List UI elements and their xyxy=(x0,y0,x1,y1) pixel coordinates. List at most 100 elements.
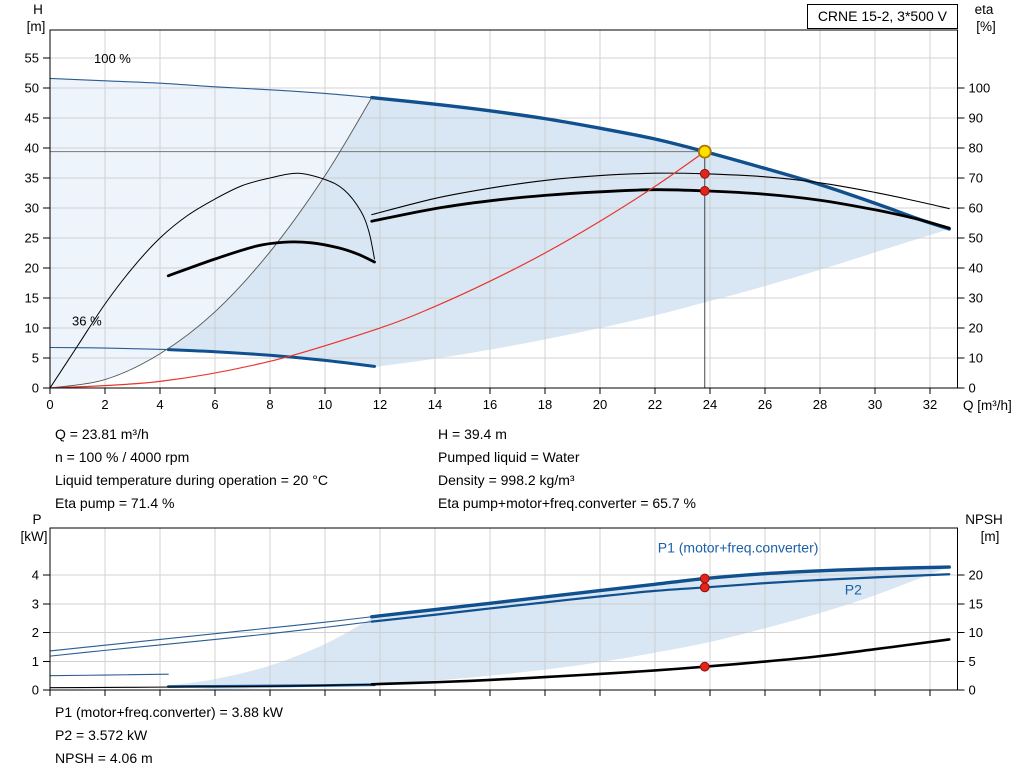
axis-title: P xyxy=(32,512,41,527)
svg-text:20: 20 xyxy=(969,568,983,583)
hq-chart-svg: 0510152025303540455055010203040506070809… xyxy=(25,2,1012,413)
info-density: Density = 998.2 kg/m³ xyxy=(438,472,575,488)
info-pumped-liquid: Pumped liquid = Water xyxy=(438,449,580,465)
svg-text:35: 35 xyxy=(25,171,39,186)
svg-text:15: 15 xyxy=(25,291,39,306)
curve-p1-curve-extension xyxy=(49,616,373,652)
svg-text:6: 6 xyxy=(211,397,218,412)
svg-text:45: 45 xyxy=(25,111,39,126)
axes xyxy=(43,527,965,696)
curve-min-flow-boundary xyxy=(49,97,373,389)
hq-chart: 0 5 10 15 20 25 30 35 40 45 50 55 0 10 20 30 40 50 60 70 80 9… xyxy=(25,2,1012,413)
svg-text:10: 10 xyxy=(318,397,332,412)
pump-model-label: CRNE 15-2, 3*500 V xyxy=(806,4,958,29)
svg-text:26: 26 xyxy=(758,397,772,412)
duty-info-right-column: H = 39.4 m Pumped liquid = Water Density… xyxy=(438,426,696,518)
info-p2: P2 = 3.572 kW xyxy=(55,727,148,743)
svg-text:50: 50 xyxy=(969,231,983,246)
svg-text:100: 100 xyxy=(969,81,991,96)
tick-labels: 0510152025303540455055010203040506070809… xyxy=(25,2,1012,413)
tick-labels: 0 1 2 3 4 0 5 10 15 20 P [kW] NPSH [m] xyxy=(21,512,1003,698)
svg-text:20: 20 xyxy=(25,261,39,276)
power-npsh-chart-svg: 0 1 2 3 4 0 5 10 15 20 P [kW] NPSH [m] P1 (motor+freq.… xyxy=(21,512,1003,698)
svg-text:30: 30 xyxy=(25,201,39,216)
svg-text:15: 15 xyxy=(969,596,983,611)
svg-text:24: 24 xyxy=(703,397,717,412)
axes xyxy=(43,29,965,394)
info-speed: n = 100 % / 4000 rpm xyxy=(55,449,190,465)
svg-text:14: 14 xyxy=(428,397,442,412)
svg-text:30: 30 xyxy=(969,291,983,306)
svg-text:5: 5 xyxy=(32,351,39,366)
axis-title: [%] xyxy=(976,19,996,34)
svg-text:12: 12 xyxy=(373,397,387,412)
curve-eta-total-curve xyxy=(370,188,951,230)
curve-npsh-curve-extension xyxy=(49,683,373,689)
curve-p2-curve xyxy=(370,573,951,623)
curve-pump-curve-100 xyxy=(370,95,951,231)
curve-p1-curve xyxy=(370,565,951,619)
info-eta-pump: Eta pump = 71.4 % xyxy=(55,495,175,511)
curve-eta-pump-curve xyxy=(371,172,950,216)
info-p1: P1 (motor+freq.converter) = 3.88 kW xyxy=(55,704,283,720)
curve-pump-curve-36-extension xyxy=(49,346,169,351)
svg-text:28: 28 xyxy=(813,397,827,412)
svg-text:55: 55 xyxy=(25,51,39,66)
svg-text:2: 2 xyxy=(32,625,39,640)
power-info-column: P1 (motor+freq.converter) = 3.88 kW P2 =… xyxy=(55,704,283,773)
marker-npsh-point xyxy=(699,661,710,672)
svg-text:0: 0 xyxy=(969,381,976,396)
annotation-label: 36 % xyxy=(72,314,102,329)
area-operating-range xyxy=(168,97,950,368)
svg-text:4: 4 xyxy=(156,397,163,412)
svg-text:90: 90 xyxy=(969,111,983,126)
marker-p1-point xyxy=(699,573,710,584)
curve-pump-curve-100-extension xyxy=(49,77,373,99)
info-head: H = 39.4 m xyxy=(438,426,507,442)
svg-text:80: 80 xyxy=(969,141,983,156)
axis-title: NPSH xyxy=(965,512,1003,527)
gridlines xyxy=(50,528,958,690)
curve-system-curve xyxy=(49,151,706,389)
svg-text:10: 10 xyxy=(25,321,39,336)
svg-text:30: 30 xyxy=(868,397,882,412)
svg-text:0: 0 xyxy=(969,683,976,698)
svg-text:60: 60 xyxy=(969,201,983,216)
svg-text:1: 1 xyxy=(32,654,39,669)
marker-duty-point xyxy=(697,144,712,159)
annotation-label: 100 % xyxy=(94,51,131,66)
duty-info-left-column: Q = 23.81 m³/h n = 100 % / 4000 rpm Liqu… xyxy=(55,426,328,518)
annotation-label: P2 xyxy=(845,582,862,598)
marker-eta-pump-point xyxy=(699,168,710,179)
svg-text:25: 25 xyxy=(25,231,39,246)
area-speed-range-pale xyxy=(50,78,372,389)
axis-title: [m] xyxy=(981,529,1000,544)
axis-title: eta xyxy=(975,2,994,17)
svg-text:16: 16 xyxy=(483,397,497,412)
svg-text:2: 2 xyxy=(101,397,108,412)
svg-text:40: 40 xyxy=(25,141,39,156)
marker-eta-total-point xyxy=(699,186,710,196)
curve-p2-curve-extension xyxy=(49,621,373,657)
svg-text:70: 70 xyxy=(969,171,983,186)
info-flow: Q = 23.81 m³/h xyxy=(55,426,149,442)
curve-pump-curve-36 xyxy=(166,348,376,368)
info-liquid-temperature: Liquid temperature during operation = 20… xyxy=(55,472,328,488)
axis-title: H xyxy=(33,2,43,17)
axis-title: [m] xyxy=(27,19,46,34)
gridlines xyxy=(50,30,958,388)
svg-text:3: 3 xyxy=(32,596,39,611)
power-npsh-chart: 0 1 2 3 4 0 5 10 15 20 P [kW] NPSH [m] P1 (motor+freq.… xyxy=(0,510,1024,781)
axis-title: [kW] xyxy=(21,529,48,544)
area-power-range xyxy=(168,567,950,690)
svg-text:50: 50 xyxy=(25,81,39,96)
marker-p2-point xyxy=(699,582,710,593)
svg-text:18: 18 xyxy=(538,397,552,412)
curve-eta-curve-part-thick xyxy=(166,240,376,278)
svg-text:0: 0 xyxy=(46,397,53,412)
axis-title: Q [m³/h] xyxy=(963,398,1012,413)
svg-text:20: 20 xyxy=(593,397,607,412)
curve-npsh-curve xyxy=(370,638,951,686)
svg-text:4: 4 xyxy=(32,568,39,583)
